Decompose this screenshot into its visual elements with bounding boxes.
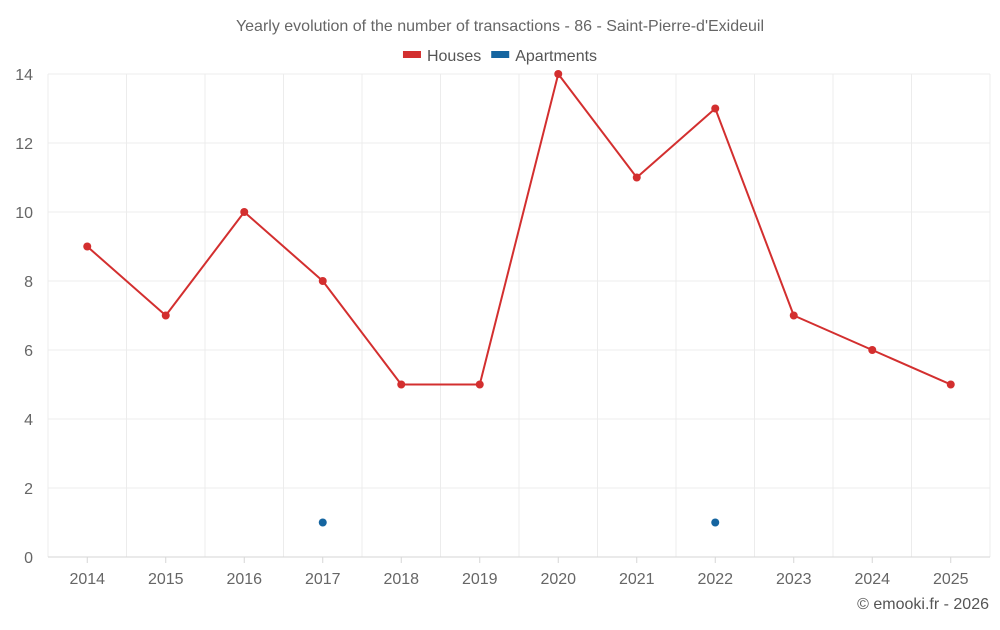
copyright-text: © emooki.fr - 2026 xyxy=(857,596,989,613)
houses-point-2019[interactable] xyxy=(475,380,484,389)
legend-swatch-houses xyxy=(402,51,421,58)
houses-point-2016[interactable] xyxy=(240,208,249,216)
x-tick-label: 2021 xyxy=(619,571,655,588)
x-tick-label: 2016 xyxy=(226,571,262,588)
x-tick-label: 2017 xyxy=(305,571,341,588)
x-tick-label: 2014 xyxy=(69,571,105,588)
houses-point-2021[interactable] xyxy=(632,173,641,182)
legend: Houses Apartments xyxy=(402,48,597,65)
series-apartments xyxy=(318,518,720,527)
houses-point-2017[interactable] xyxy=(318,277,327,285)
axes: 0 2 4 6 8 10 12 14 2014 2015 2016 2017 2018 2019 2020 2… xyxy=(15,67,990,588)
houses-point-2023[interactable] xyxy=(789,311,798,320)
x-tick-label: 2025 xyxy=(933,571,969,588)
y-tick-label: 4 xyxy=(24,412,33,429)
x-tick-label: 2023 xyxy=(776,571,812,588)
y-tick-label: 14 xyxy=(15,67,33,84)
x-tick-label: 2022 xyxy=(697,571,733,588)
houses-point-2020[interactable] xyxy=(554,70,563,78)
houses-point-2018[interactable] xyxy=(397,380,406,389)
houses-point-2024[interactable] xyxy=(868,346,877,354)
x-tick-label: 2018 xyxy=(383,571,419,588)
houses-point-2025[interactable] xyxy=(946,380,955,389)
houses-point-2022[interactable] xyxy=(711,104,720,113)
y-tick-label: 2 xyxy=(24,481,33,498)
houses-point-2015[interactable] xyxy=(161,311,170,320)
houses-series-line xyxy=(86,73,952,386)
apartments-point-2022[interactable] xyxy=(711,518,720,527)
y-tick-label: 12 xyxy=(15,136,33,153)
x-tick-label: 2024 xyxy=(854,571,890,588)
series xyxy=(83,70,955,527)
x-tick-label: 2020 xyxy=(540,571,576,588)
series-houses xyxy=(83,70,955,389)
chart-title: Yearly evolution of the number of transa… xyxy=(236,18,764,35)
legend-label-apartments: Apartments xyxy=(515,48,597,65)
houses-point-2014[interactable] xyxy=(83,242,92,251)
x-tick-label: 2015 xyxy=(148,571,184,588)
x-tick-label: 2019 xyxy=(462,571,498,588)
legend-item-apartments[interactable]: Apartments xyxy=(491,48,597,65)
legend-item-houses[interactable]: Houses xyxy=(402,48,481,65)
y-tick-label: 0 xyxy=(24,550,33,567)
legend-label-houses: Houses xyxy=(427,48,481,65)
y-tick-label: 8 xyxy=(24,274,33,291)
grid xyxy=(47,73,991,557)
y-tick-label: 10 xyxy=(15,205,33,222)
legend-swatch-apartments xyxy=(491,51,510,58)
apartments-point-2017[interactable] xyxy=(318,518,327,527)
y-tick-label: 6 xyxy=(24,343,33,360)
